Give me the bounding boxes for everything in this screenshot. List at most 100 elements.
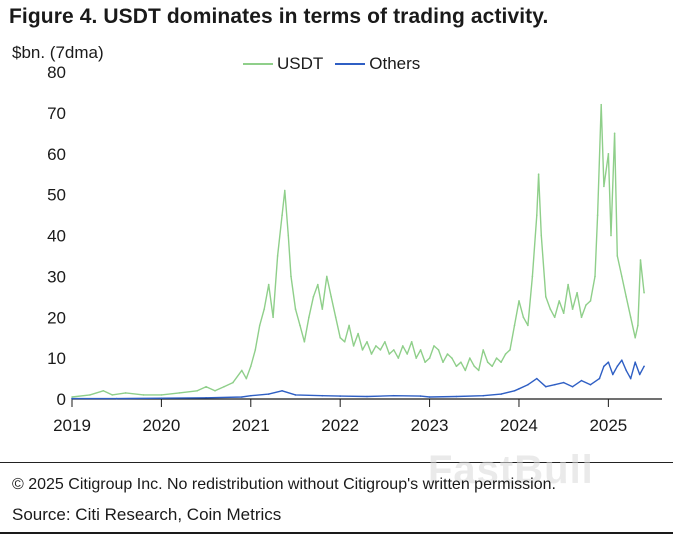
data-point-usdt: [312, 296, 315, 298]
data-point-others: [553, 383, 556, 386]
x-tick-label: 2023: [411, 416, 449, 435]
data-point-others: [562, 381, 565, 384]
data-point-usdt: [531, 275, 534, 278]
y-tick-label: 60: [47, 145, 66, 164]
data-point-usdt: [406, 353, 409, 355]
data-point-usdt: [348, 324, 350, 327]
data-point-usdt: [540, 234, 543, 237]
data-point-usdt: [433, 345, 435, 347]
data-point-others: [527, 383, 529, 386]
x-axis: 2019 2020 2021 2022 2023 2024 2025: [53, 398, 662, 435]
data-point-usdt: [549, 308, 552, 310]
data-point-usdt: [397, 357, 400, 359]
data-point-others: [393, 394, 395, 397]
data-point-usdt: [299, 324, 301, 327]
x-tick-label: 2019: [53, 416, 91, 435]
data-point-others: [115, 397, 118, 400]
data-point-usdt: [254, 349, 257, 351]
data-point-others: [625, 369, 627, 372]
data-point-usdt: [634, 336, 636, 339]
data-point-usdt: [428, 357, 431, 359]
data-point-usdt: [464, 369, 467, 372]
data-point-usdt: [287, 234, 290, 237]
source-note: Source: Citi Research, Coin Metrics: [12, 505, 282, 524]
data-point-others: [621, 359, 623, 362]
y-axis: 0 10 20 30 40 50 60 70 80: [47, 63, 66, 409]
data-point-usdt: [536, 214, 538, 216]
data-point-usdt: [160, 394, 163, 396]
data-point-others: [500, 393, 502, 395]
legend-label-others: Others: [369, 54, 421, 73]
series-line-usdt: [71, 103, 645, 398]
data-point-usdt: [267, 283, 270, 286]
data-point-usdt: [451, 357, 453, 359]
x-tick-label: 2021: [232, 416, 270, 435]
data-point-others: [598, 377, 601, 380]
data-point-usdt: [558, 300, 560, 302]
y-tick-label: 20: [47, 308, 66, 327]
data-point-usdt: [419, 349, 422, 351]
data-point-usdt: [596, 214, 599, 216]
data-point-usdt: [616, 255, 619, 257]
legend-item-others: Others: [335, 54, 420, 74]
data-point-usdt: [343, 341, 346, 343]
data-point-usdt: [196, 390, 198, 392]
data-point-usdt: [379, 349, 382, 351]
watermark-logo: FastBull: [428, 448, 594, 492]
data-point-usdt: [366, 341, 368, 343]
x-tick-label: 2020: [142, 416, 180, 435]
data-point-usdt: [388, 353, 391, 355]
data-point-usdt: [308, 316, 310, 319]
data-point-usdt: [124, 392, 127, 394]
data-point-usdt: [576, 291, 578, 294]
data-point-usdt: [410, 341, 413, 343]
y-tick-label: 0: [57, 390, 66, 409]
data-point-usdt: [585, 304, 587, 306]
data-point-usdt: [258, 324, 261, 327]
data-point-others: [607, 361, 610, 364]
data-point-others: [643, 365, 645, 368]
data-point-others: [250, 394, 252, 397]
data-point-others: [482, 394, 485, 397]
data-point-usdt: [482, 349, 485, 351]
data-point-usdt: [214, 390, 216, 392]
data-point-others: [634, 361, 636, 364]
data-point-usdt: [477, 369, 480, 372]
data-point-usdt: [317, 283, 319, 286]
data-point-others: [294, 394, 297, 396]
data-point-usdt: [491, 365, 494, 368]
legend-label-usdt: USDT: [277, 54, 324, 73]
data-point-usdt: [415, 357, 418, 359]
data-point-usdt: [571, 308, 574, 310]
data-point-usdt: [361, 349, 364, 351]
data-point-usdt: [469, 357, 471, 359]
data-point-usdt: [589, 300, 592, 302]
data-point-usdt: [637, 324, 639, 327]
data-point-usdt: [241, 369, 243, 372]
footer-divider: [0, 462, 673, 463]
data-point-others: [612, 373, 614, 376]
data-point-usdt: [89, 394, 91, 396]
data-point-others: [629, 377, 632, 380]
data-point-others: [580, 379, 583, 382]
legend-swatch-usdt: [243, 63, 273, 65]
data-point-usdt: [527, 324, 529, 327]
data-point-others: [339, 395, 342, 397]
data-point-others: [241, 396, 243, 398]
data-point-others: [589, 383, 592, 386]
x-tick-label: 2025: [589, 416, 627, 435]
data-point-usdt: [178, 392, 181, 394]
data-point-usdt: [223, 385, 225, 388]
data-point-usdt: [567, 283, 569, 286]
y-tick-label: 80: [47, 63, 66, 82]
data-point-usdt: [613, 132, 616, 135]
data-point-usdt: [610, 234, 612, 237]
data-point-usdt: [284, 189, 286, 192]
data-point-usdt: [232, 381, 234, 384]
copyright-note: © 2025 Citigroup Inc. No redistribution …: [12, 476, 556, 493]
data-point-usdt: [594, 275, 596, 278]
y-tick-label: 50: [47, 186, 66, 205]
data-point-others: [545, 385, 547, 388]
data-point-usdt: [352, 345, 355, 347]
data-point-usdt: [263, 308, 266, 310]
